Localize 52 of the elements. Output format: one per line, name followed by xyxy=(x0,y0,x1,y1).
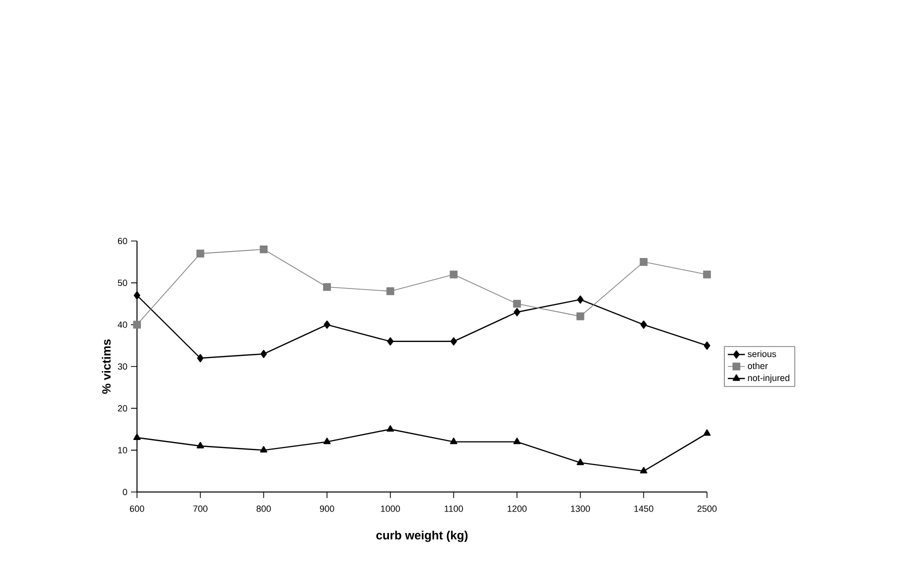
point xyxy=(133,320,141,329)
y-tick-label: 20 xyxy=(118,405,128,412)
legend-label: not-injured xyxy=(748,374,790,383)
point xyxy=(324,320,330,329)
x-tick-label: 2500 xyxy=(697,506,717,512)
point xyxy=(640,466,648,474)
x-axis-title: curb weight (kg) xyxy=(376,530,468,542)
y-tick-label: 60 xyxy=(118,238,128,244)
point xyxy=(640,320,647,329)
x-tick-label: 1200 xyxy=(508,506,527,512)
point xyxy=(703,270,711,278)
legend-label: serious xyxy=(748,350,776,358)
point xyxy=(704,341,710,350)
point xyxy=(514,308,520,316)
x-tick-label: 700 xyxy=(193,506,208,512)
x-tick-label: 900 xyxy=(320,506,334,512)
point xyxy=(576,458,584,466)
y-tick-label: 10 xyxy=(118,446,128,454)
point xyxy=(387,337,394,346)
point xyxy=(260,350,267,358)
point xyxy=(577,295,584,304)
point xyxy=(323,438,331,444)
legend-label: other xyxy=(748,362,768,370)
point xyxy=(386,425,394,432)
point xyxy=(323,283,331,291)
point xyxy=(197,354,204,362)
x-tick-label: 1000 xyxy=(381,506,400,512)
point xyxy=(576,312,584,320)
point xyxy=(450,438,458,444)
x-tick-label: 1100 xyxy=(444,506,463,512)
point xyxy=(196,442,204,448)
point xyxy=(450,270,458,278)
point xyxy=(386,287,394,296)
point xyxy=(260,245,268,254)
x-tick-label: 1300 xyxy=(571,506,590,512)
y-tick-label: 50 xyxy=(118,280,128,286)
point xyxy=(513,300,521,308)
point xyxy=(133,434,141,440)
x-tick-label: 800 xyxy=(256,506,271,512)
x-tick-label: 600 xyxy=(130,506,144,512)
x-tick-label: 1450 xyxy=(634,506,654,512)
y-tick-label: 40 xyxy=(118,321,128,328)
point xyxy=(196,250,204,258)
point xyxy=(450,337,457,346)
point xyxy=(640,258,648,266)
y-tick-label: 30 xyxy=(118,363,128,370)
point xyxy=(134,291,140,300)
point xyxy=(703,429,711,436)
point xyxy=(513,438,521,444)
y-tick-label: 0 xyxy=(122,488,128,496)
y-axis-title: % victims xyxy=(102,339,111,394)
point xyxy=(260,446,268,453)
